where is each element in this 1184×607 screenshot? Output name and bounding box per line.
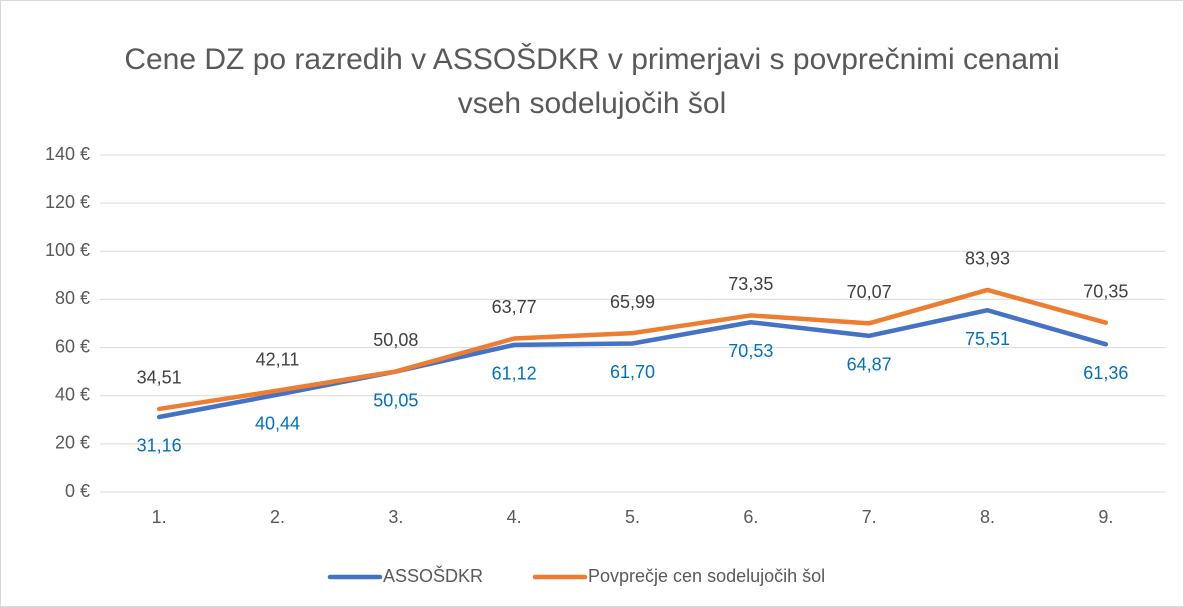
y-tick-label: 100 €	[45, 240, 90, 260]
x-tick-label: 9.	[1098, 507, 1113, 527]
series-line	[156, 287, 1109, 412]
data-label: 83,93	[965, 249, 1010, 269]
y-tick-label: 140 €	[45, 144, 90, 164]
legend-label: Povprečje cen sodelujočih šol	[588, 566, 825, 586]
data-label: 70,07	[847, 282, 892, 302]
y-tick-label: 60 €	[55, 336, 90, 356]
data-label: 70,35	[1083, 281, 1128, 301]
x-tick-label: 1.	[152, 507, 167, 527]
legend-label: ASSOŠDKR	[383, 565, 483, 586]
x-tick-label: 3.	[388, 507, 403, 527]
x-tick-label: 7.	[862, 507, 877, 527]
data-label: 75,51	[965, 329, 1010, 349]
series-line	[156, 307, 1109, 420]
y-tick-label: 40 €	[55, 384, 90, 404]
x-tick-label: 5.	[625, 507, 640, 527]
data-label: 50,08	[373, 330, 418, 350]
data-label: 61,12	[492, 364, 537, 384]
y-tick-label: 0 €	[65, 481, 90, 501]
data-label: 61,36	[1083, 363, 1128, 383]
data-label: 70,53	[728, 341, 773, 361]
data-label: 34,51	[137, 368, 182, 388]
data-label: 50,05	[373, 390, 418, 410]
data-label: 42,11	[256, 349, 300, 369]
data-label: 64,87	[847, 355, 892, 375]
data-label: 40,44	[255, 413, 300, 433]
x-tick-label: 4.	[507, 507, 522, 527]
data-label: 65,99	[610, 292, 655, 312]
x-tick-label: 2.	[270, 507, 285, 527]
x-tick-label: 6.	[743, 507, 758, 527]
data-label: 73,35	[728, 274, 773, 294]
data-label: 31,16	[137, 436, 182, 456]
data-label: 63,77	[492, 297, 537, 317]
chart-title: Cene DZ po razredih v ASSOŠDKR v primerj…	[124, 43, 1060, 120]
y-tick-label: 20 €	[55, 433, 90, 453]
data-label: 61,70	[610, 362, 655, 382]
x-tick-label: 8.	[980, 507, 995, 527]
y-tick-label: 120 €	[45, 192, 90, 212]
y-tick-label: 80 €	[55, 288, 90, 308]
